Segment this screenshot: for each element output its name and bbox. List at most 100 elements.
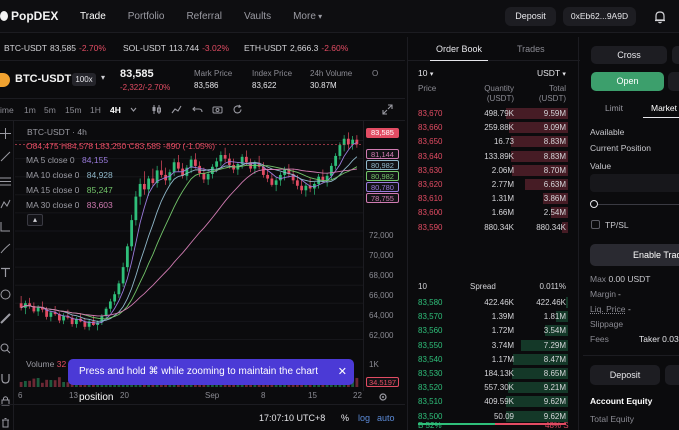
close-position-button[interactable] [668, 72, 679, 91]
ticker-change: -2.70% [78, 43, 106, 53]
ask-row[interactable]: 83,670 498.79K 9.59M [408, 107, 580, 120]
bid-row[interactable]: 83,580 422.46K 422.46K [408, 296, 580, 309]
precision-select[interactable]: 10 ▾ [418, 68, 433, 78]
ma-legend-row[interactable]: MA 5 close 0 84,155 [26, 155, 108, 165]
expand-icon[interactable] [382, 104, 393, 115]
close-icon[interactable]: ✕ [337, 366, 347, 378]
text-icon[interactable] [0, 267, 11, 278]
leverage-badge[interactable]: 100x [72, 73, 96, 86]
bell-icon[interactable] [653, 10, 667, 24]
projection-icon[interactable] [0, 221, 11, 232]
withdraw-button[interactable] [665, 365, 679, 385]
ask-price: 83,660 [418, 123, 443, 133]
undo-icon[interactable] [192, 104, 203, 115]
timeframe-1m[interactable]: 1m [24, 105, 36, 115]
candle-body [219, 155, 223, 162]
bid-row[interactable]: 83,510 409.59K 9.62M [408, 395, 580, 408]
nav-more[interactable]: More [293, 11, 322, 22]
refresh-icon[interactable] [232, 104, 243, 115]
chevron-down-icon: ▾ [562, 71, 566, 78]
wallet-address-button[interactable]: 0xEb62...9A9D [563, 7, 636, 26]
order-type-market[interactable]: Market [651, 103, 677, 113]
magnet-icon[interactable] [0, 373, 11, 384]
ask-row[interactable]: 83,640 133.89K 8.83M [408, 150, 580, 163]
bid-total: 9.21M [543, 383, 566, 393]
market-pair[interactable]: BTC-USDT [15, 73, 72, 85]
nav-trade[interactable]: Trade [80, 11, 106, 22]
auto-toggle[interactable]: auto [377, 413, 395, 423]
price-axis[interactable]: 83,585 81,144 80,982 80,982 80,780 78,75… [363, 121, 405, 391]
ticker-item[interactable]: ETH-USDT 2,666.3 -2.60% [244, 43, 348, 53]
time-axis[interactable]: 6 13 20 Sep 8 15 22 [15, 391, 363, 403]
emoji-icon[interactable] [0, 289, 11, 300]
ask-row[interactable]: 83,650 16.73 8.83M [408, 135, 580, 148]
percent-toggle[interactable]: % [341, 413, 350, 423]
bid-row[interactable]: 83,570 1.39M 1.81M [408, 310, 580, 323]
nav-vaults[interactable]: Vaults [244, 11, 272, 22]
header-deposit-button[interactable]: Deposit [505, 7, 556, 26]
open-button[interactable]: Open [591, 72, 664, 91]
tpsl-checkbox[interactable] [591, 220, 600, 229]
settings-icon[interactable] [378, 392, 388, 402]
ask-row[interactable]: 83,660 259.88K 9.09M [408, 121, 580, 134]
ask-row[interactable]: 83,610 1.31M 3.86M [408, 192, 580, 205]
unit-select[interactable]: USDT ▾ [537, 68, 566, 78]
bid-row[interactable]: 83,560 1.72M 3.54M [408, 324, 580, 337]
lock-icon[interactable] [0, 395, 11, 406]
value-input[interactable] [590, 174, 679, 192]
stat-label: Index Price [252, 69, 293, 78]
tab-trades[interactable]: Trades [517, 44, 545, 54]
bid-total: 8.47M [543, 354, 566, 364]
ask-row[interactable]: 83,630 2.06M 8.70M [408, 164, 580, 177]
timeframe-5m[interactable]: 5m [44, 105, 56, 115]
enable-trading-button[interactable]: Enable Trad [590, 244, 679, 266]
tab-order-book[interactable]: Order Book [429, 44, 489, 61]
chevron-down-icon[interactable] [128, 104, 139, 115]
ask-row[interactable]: 83,600 1.66M 2.54M [408, 206, 580, 219]
ma-legend-row[interactable]: MA 10 close 0 84,928 [26, 170, 113, 180]
slider-handle[interactable] [590, 200, 598, 208]
bid-row[interactable]: 83,500 50.09 9.62M [408, 410, 580, 423]
indicators-icon[interactable] [171, 104, 182, 115]
nav-portfolio[interactable]: Portfolio [127, 11, 165, 22]
ask-row[interactable]: 83,620 2.77M 6.63M [408, 178, 580, 191]
trash-icon[interactable] [0, 417, 11, 428]
timeframe-4h[interactable]: 4H [110, 105, 121, 115]
ruler-icon[interactable] [0, 313, 11, 324]
bid-qty: 409.59K [484, 397, 514, 407]
panel-deposit-button[interactable]: Deposit [590, 365, 660, 385]
timeframe-time[interactable]: ime [0, 105, 14, 115]
bid-row[interactable]: 83,550 3.74M 7.29M [408, 339, 580, 352]
app-logo[interactable]: PopDEX [0, 9, 58, 23]
candle-body [36, 306, 40, 312]
candle-type-icon[interactable] [151, 104, 162, 115]
bid-row[interactable]: 83,530 184.13K 8.65M [408, 367, 580, 380]
order-type-limit[interactable]: Limit [605, 103, 623, 113]
crosshair-icon[interactable] [0, 128, 11, 139]
ask-row[interactable]: 83,590 880.34K 880.34K [408, 221, 580, 234]
candle-body [308, 185, 312, 189]
leverage-button[interactable] [672, 46, 679, 64]
collapse-legend-button[interactable]: ▴ [27, 214, 43, 226]
trend-line-icon[interactable] [0, 151, 11, 162]
bid-row[interactable]: 83,520 557.30K 9.21M [408, 381, 580, 394]
log-toggle[interactable]: log [358, 413, 371, 423]
ma-legend-row[interactable]: MA 30 close 0 83,603 [26, 200, 113, 210]
fib-icon[interactable] [0, 176, 11, 187]
candle-body [287, 169, 291, 175]
ticker-item[interactable]: BTC-USDT 83,585 -2.70% [4, 43, 106, 53]
size-slider[interactable] [595, 204, 679, 205]
brush-icon[interactable] [0, 243, 11, 254]
bid-total: 7.29M [543, 340, 566, 350]
camera-icon[interactable] [212, 104, 223, 115]
chevron-down-icon[interactable]: ▾ [101, 73, 106, 82]
timeframe-1h[interactable]: 1H [90, 105, 101, 115]
bid-row[interactable]: 83,540 1.17M 8.47M [408, 353, 580, 366]
timeframe-15m[interactable]: 15m [65, 105, 82, 115]
margin-mode-button[interactable]: Cross [591, 46, 667, 64]
pattern-icon[interactable] [0, 199, 11, 210]
nav-referral[interactable]: Referral [186, 11, 223, 22]
ticker-item[interactable]: SOL-USDT 113.744 -3.02% [123, 43, 229, 53]
ma-legend-row[interactable]: MA 15 close 0 85,247 [26, 185, 113, 195]
zoom-icon[interactable] [0, 343, 11, 354]
